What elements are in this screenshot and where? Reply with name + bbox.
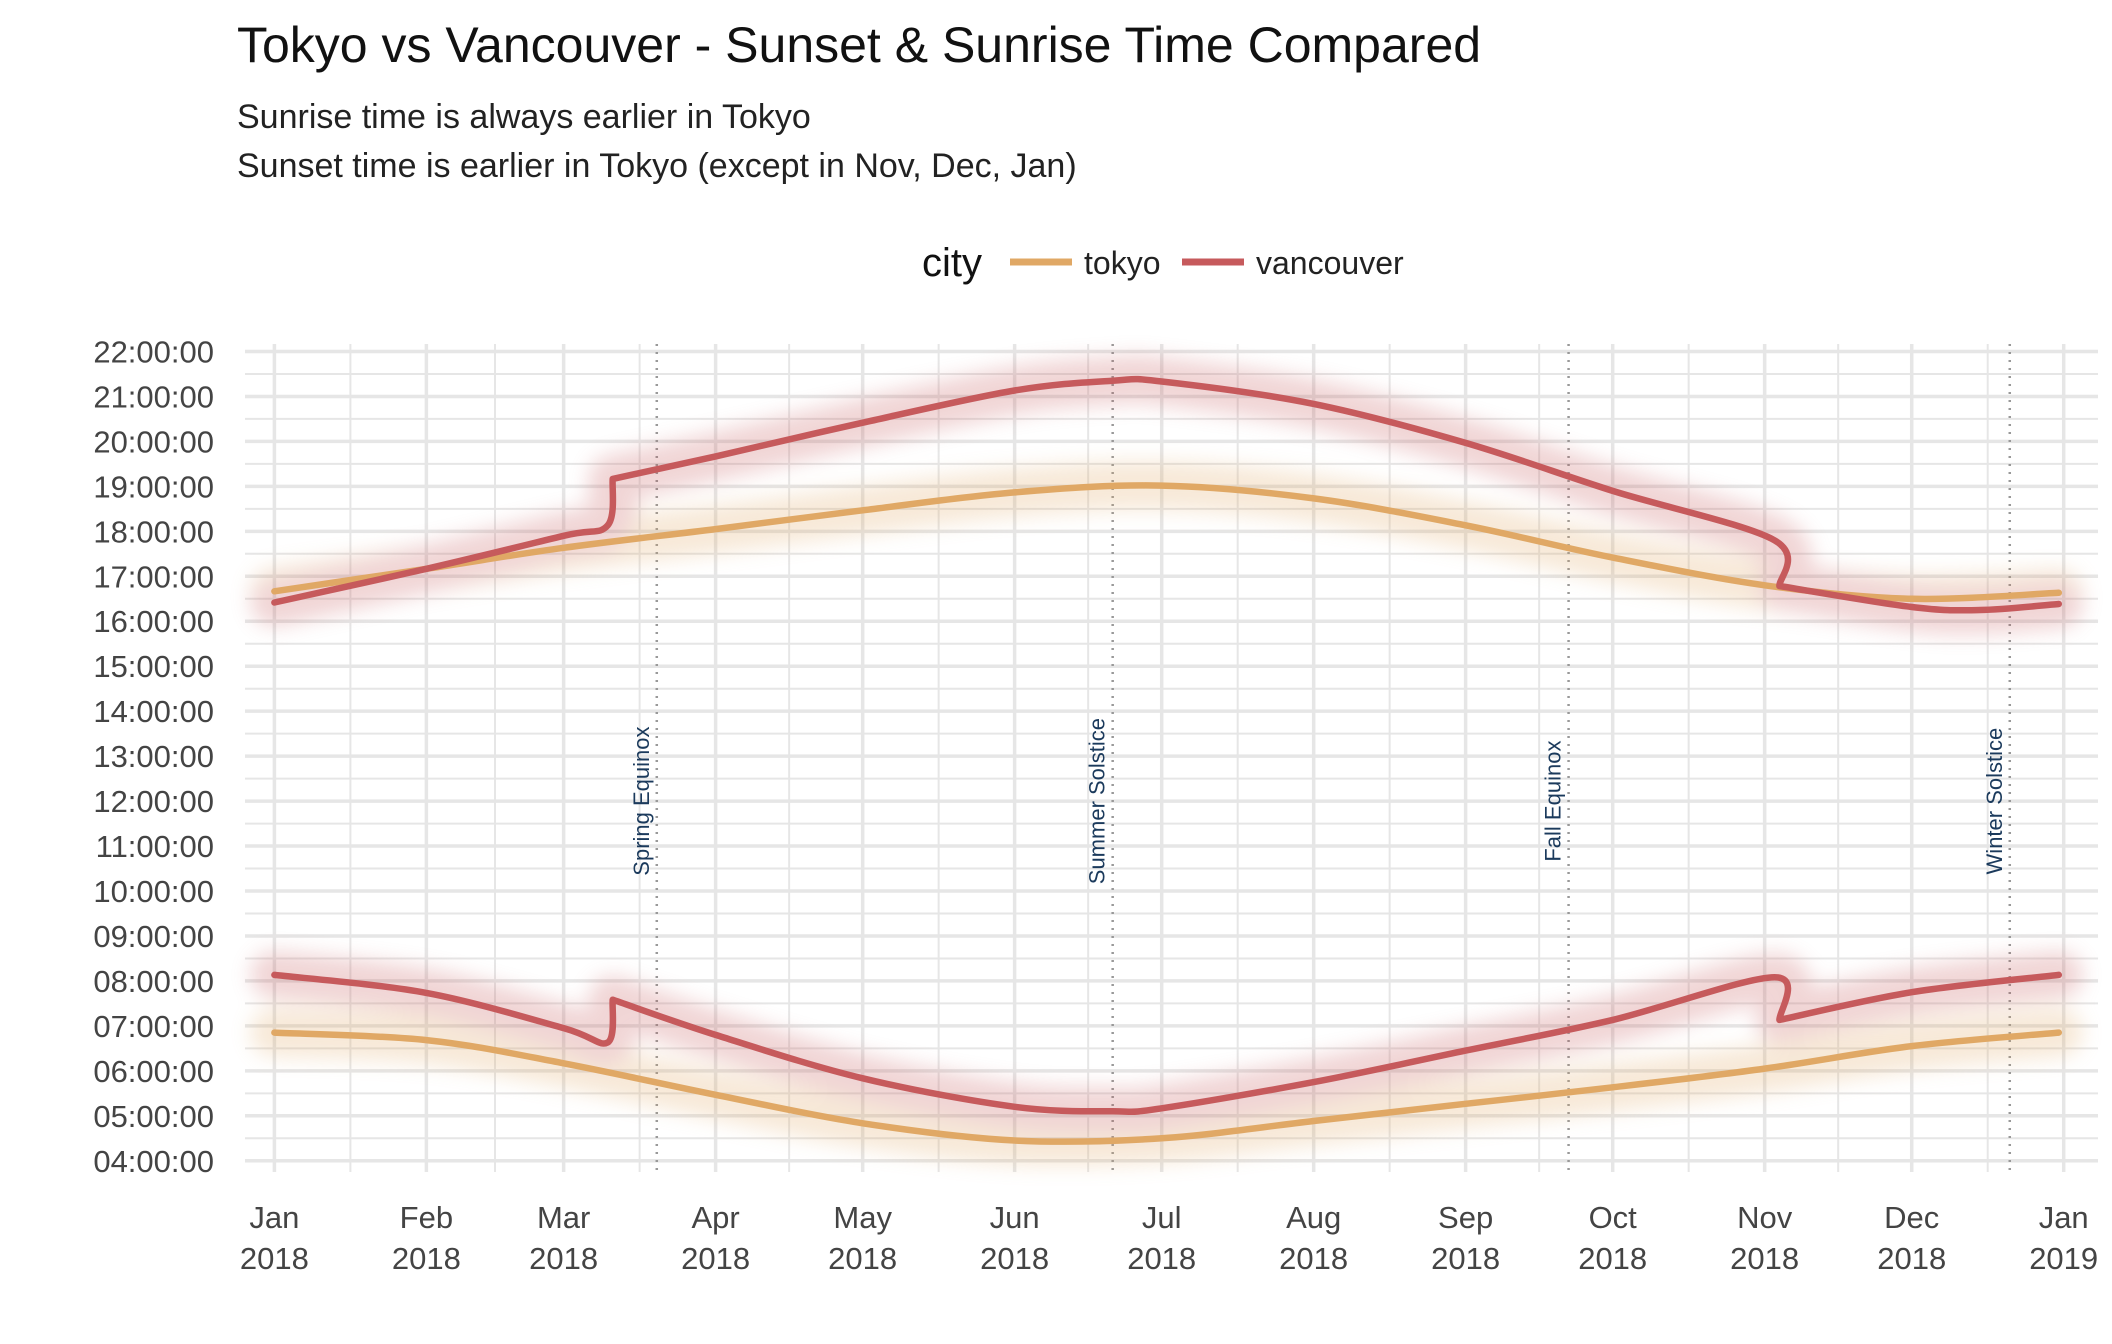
y-tick-label: 08:00:00 [93, 964, 214, 999]
legend-title: city [922, 241, 982, 285]
y-tick-label: 15:00:00 [93, 649, 214, 684]
y-tick-label: 14:00:00 [93, 694, 214, 729]
x-tick-label-month: May [833, 1200, 892, 1235]
x-tick-label-year: 2018 [392, 1241, 461, 1276]
x-axis: Jan 2018 Feb 2018 Mar 2018 Apr 2018 May 2018 Jun 20… [240, 1200, 2098, 1276]
annotation-label: Winter Solstice [1982, 728, 2007, 875]
x-tick-label-year: 2018 [1877, 1241, 1946, 1276]
x-tick-label-month: Feb [400, 1200, 453, 1235]
x-tick-label-year: 2018 [980, 1241, 1049, 1276]
y-tick-label: 18:00:00 [93, 514, 214, 549]
x-tick-label-year: 2018 [240, 1241, 309, 1276]
x-tick-label-year: 2018 [529, 1241, 598, 1276]
y-tick-label: 21:00:00 [93, 379, 214, 414]
x-tick-label-month: Mar [537, 1200, 590, 1235]
chart-title: Tokyo vs Vancouver - Sunset & Sunrise Ti… [237, 17, 1481, 73]
annotation-label: Summer Solstice [1085, 718, 1110, 884]
x-tick-label-month: Oct [1589, 1200, 1638, 1235]
y-tick-label: 20:00:00 [93, 424, 214, 459]
x-tick-label-year: 2018 [828, 1241, 897, 1276]
x-tick-label-year: 2018 [1127, 1241, 1196, 1276]
x-tick-label-month: Jun [990, 1200, 1040, 1235]
x-tick-label-month: Aug [1286, 1200, 1341, 1235]
x-tick-label-year: 2018 [1431, 1241, 1500, 1276]
y-tick-label: 11:00:00 [96, 829, 214, 864]
y-tick-label: 10:00:00 [93, 874, 214, 909]
x-tick-label-month: Sep [1438, 1200, 1493, 1235]
x-tick-label-year: 2018 [681, 1241, 750, 1276]
x-tick-label-month: Dec [1884, 1200, 1939, 1235]
x-tick-label-month: Apr [691, 1200, 739, 1235]
y-tick-label: 09:00:00 [93, 919, 214, 954]
x-tick-label-year: 2019 [2029, 1241, 2098, 1276]
annotation-label: Spring Equinox [629, 726, 654, 875]
x-tick-label-month: Jan [2039, 1200, 2089, 1235]
y-tick-label: 17:00:00 [93, 559, 214, 594]
y-tick-label: 16:00:00 [93, 604, 214, 639]
legend-label-vancouver: vancouver [1256, 245, 1404, 281]
chart-subtitle-line-2: Sunset time is earlier in Tokyo (except … [237, 147, 1077, 185]
y-tick-label: 12:00:00 [93, 784, 214, 819]
legend-label-tokyo: tokyo [1084, 245, 1160, 281]
x-tick-label-month: Nov [1737, 1200, 1793, 1235]
y-axis: 04:00:00 05:00:00 06:00:00 07:00:00 08:00:00… [93, 334, 214, 1178]
y-tick-label: 07:00:00 [93, 1009, 214, 1044]
legend: city tokyo vancouver [922, 241, 1404, 285]
chart-subtitle-line-1: Sunrise time is always earlier in Tokyo [237, 98, 811, 136]
y-tick-label: 22:00:00 [93, 334, 214, 369]
x-tick-label-month: Jul [1142, 1200, 1182, 1235]
annotation-label: Fall Equinox [1541, 741, 1566, 862]
y-tick-label: 04:00:00 [93, 1144, 214, 1179]
y-tick-label: 06:00:00 [93, 1054, 214, 1089]
x-tick-label-year: 2018 [1578, 1241, 1647, 1276]
y-tick-label: 05:00:00 [93, 1099, 214, 1134]
y-tick-label: 13:00:00 [93, 739, 214, 774]
y-tick-label: 19:00:00 [93, 469, 214, 504]
x-tick-label-year: 2018 [1730, 1241, 1799, 1276]
x-tick-label-year: 2018 [1279, 1241, 1348, 1276]
x-tick-label-month: Jan [249, 1200, 299, 1235]
